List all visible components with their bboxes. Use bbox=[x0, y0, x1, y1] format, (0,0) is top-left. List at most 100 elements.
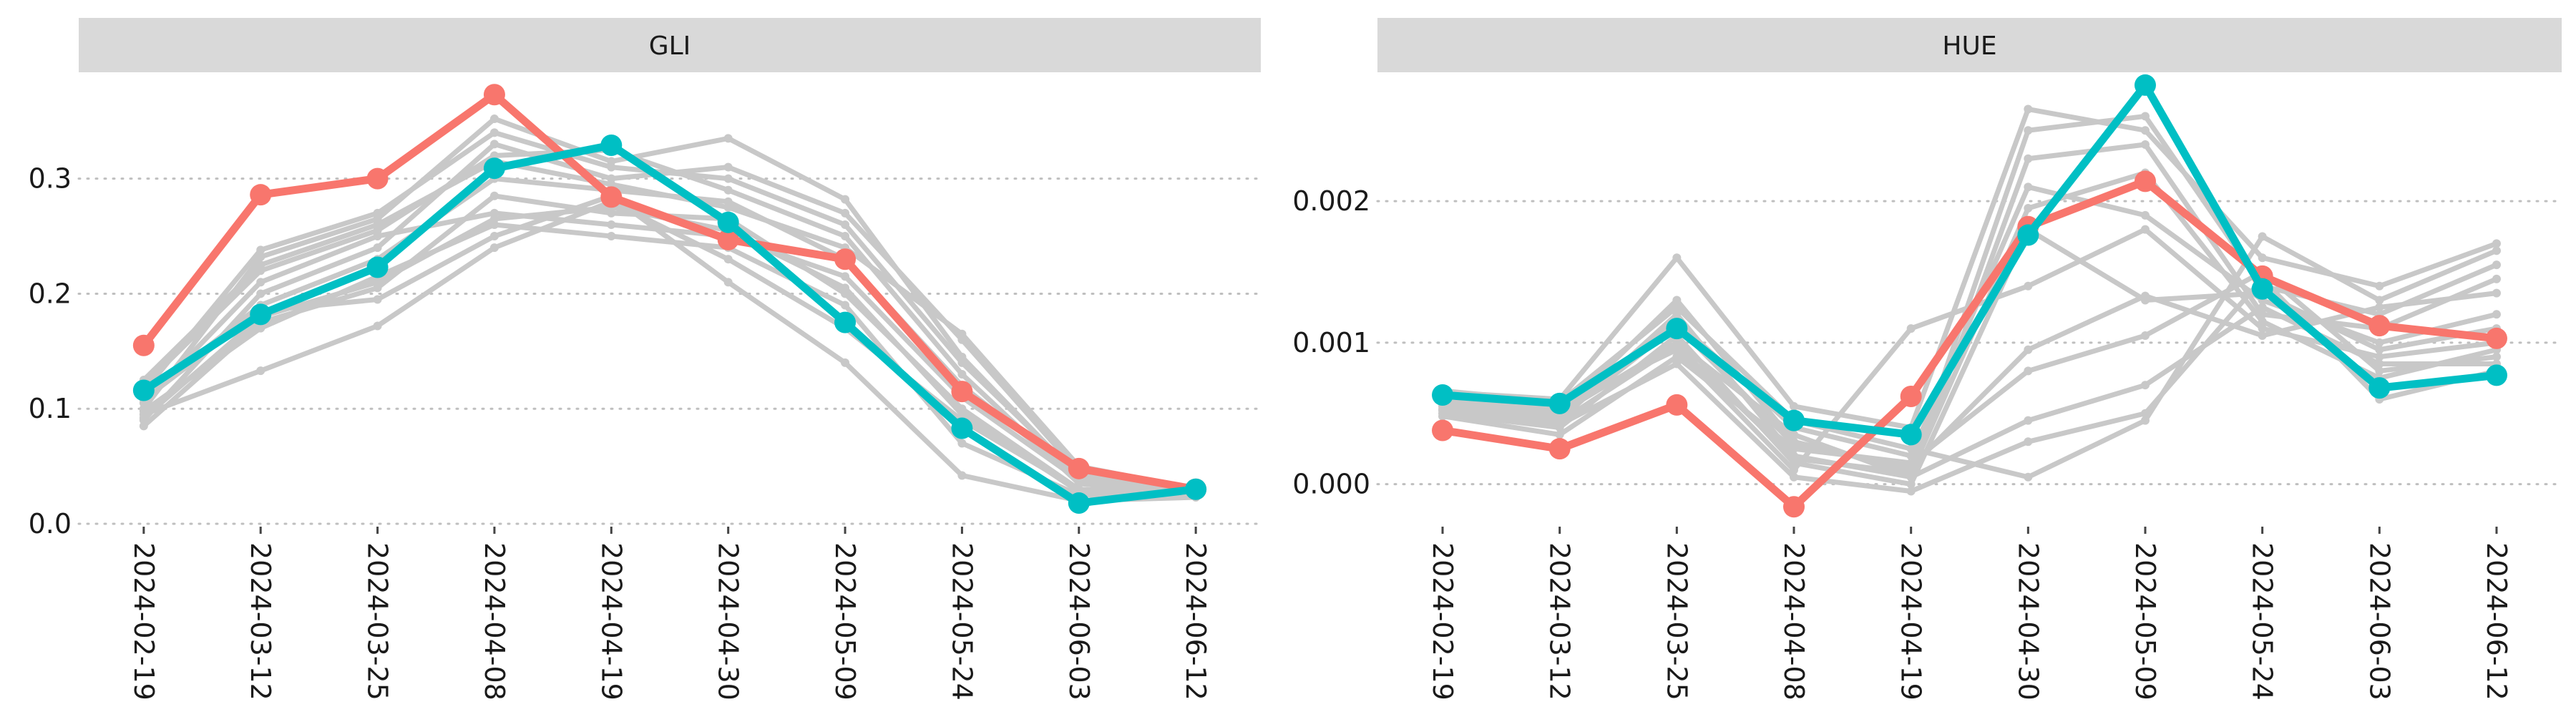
background-point bbox=[2140, 416, 2150, 425]
background-point bbox=[1790, 472, 1799, 482]
background-point bbox=[2375, 359, 2384, 369]
background-point bbox=[1906, 444, 1916, 454]
background-point bbox=[1906, 324, 1916, 333]
panel-0: GLI 0.0 0.1 0.2 0.3 2024-02-19 2024-03-12 2024-… bbox=[29, 18, 1262, 701]
background-point bbox=[2375, 352, 2384, 361]
background-point bbox=[139, 421, 148, 431]
highlight-point-1 bbox=[2368, 377, 2391, 399]
background-point bbox=[1790, 401, 1799, 411]
y-tick-label: 0.001 bbox=[1292, 327, 1370, 358]
background-point bbox=[723, 162, 733, 172]
y-tick-label: 0.000 bbox=[1292, 469, 1370, 500]
x-tick-label: 2024-03-25 bbox=[1661, 542, 1692, 701]
background-point bbox=[957, 358, 967, 367]
x-tick-label: 2024-03-12 bbox=[1544, 542, 1576, 701]
background-series-line bbox=[1442, 234, 2498, 480]
background-point bbox=[841, 272, 850, 281]
x-tick-label: 2024-04-30 bbox=[713, 542, 744, 701]
highlight-point-1 bbox=[1185, 478, 1207, 500]
highlight-point-1 bbox=[717, 211, 739, 233]
highlight-point-0 bbox=[132, 334, 155, 356]
background-point bbox=[2140, 126, 2150, 135]
background-point bbox=[607, 220, 616, 229]
highlight-point-1 bbox=[1548, 392, 1571, 414]
x-tick-label: 2024-05-24 bbox=[2247, 542, 2278, 701]
background-point bbox=[2024, 203, 2033, 213]
background-series-line bbox=[142, 193, 1196, 504]
panel-strip bbox=[1377, 18, 2562, 72]
background-point bbox=[957, 410, 967, 419]
highlight-point-0 bbox=[2485, 327, 2507, 349]
background-point bbox=[2140, 381, 2150, 390]
highlight-series-line-1 bbox=[1442, 81, 2497, 439]
panel-1: HUE 0.000 0.001 0.002 2024-02-19 2024-03-12 20… bbox=[1292, 18, 2563, 701]
background-point bbox=[2375, 345, 2384, 354]
background-point bbox=[256, 366, 265, 376]
background-point bbox=[489, 128, 499, 137]
background-point bbox=[957, 471, 967, 480]
background-point bbox=[957, 439, 967, 448]
background-point bbox=[2140, 112, 2150, 121]
highlight-point-0 bbox=[600, 186, 623, 208]
background-point bbox=[2140, 291, 2150, 301]
highlight-point-1 bbox=[1783, 409, 1805, 431]
background-point bbox=[256, 245, 265, 255]
highlight-point-1 bbox=[1666, 318, 1688, 340]
background-point bbox=[2492, 274, 2501, 283]
background-point bbox=[2375, 338, 2384, 347]
background-point bbox=[1672, 359, 1682, 369]
highlight-point-1 bbox=[132, 379, 155, 401]
highlight-point-0 bbox=[2368, 315, 2391, 337]
background-point bbox=[723, 185, 733, 195]
highlight-point-1 bbox=[600, 135, 623, 157]
background-point bbox=[2140, 140, 2150, 149]
x-tick-label: 2024-03-12 bbox=[245, 542, 276, 701]
x-tick-label: 2024-04-08 bbox=[479, 542, 510, 701]
highlight-point-1 bbox=[2251, 278, 2273, 300]
background-point bbox=[2258, 324, 2267, 333]
panel-title: GLI bbox=[649, 31, 691, 61]
background-point bbox=[1790, 440, 1799, 449]
highlight-series-line-1 bbox=[141, 141, 1196, 507]
background-point bbox=[1790, 430, 1799, 439]
highlight-point-1 bbox=[250, 303, 272, 326]
background-point bbox=[2492, 239, 2501, 248]
highlight-point-1 bbox=[1068, 492, 1090, 514]
background-point bbox=[841, 232, 850, 241]
highlight-point-0 bbox=[717, 228, 739, 250]
background-point bbox=[723, 278, 733, 287]
background-point bbox=[2258, 331, 2267, 340]
background-point bbox=[2024, 345, 2033, 354]
background-point bbox=[373, 232, 382, 241]
background-point bbox=[2024, 154, 2033, 163]
x-tick-label: 2024-04-08 bbox=[1778, 542, 1810, 701]
background-point bbox=[2258, 317, 2267, 326]
background-point bbox=[2024, 182, 2033, 192]
highlight-point-0 bbox=[1666, 394, 1688, 416]
y-tick-label: 0.1 bbox=[29, 393, 72, 424]
x-tick-label: 2024-06-12 bbox=[1180, 542, 1211, 701]
highlight-point-0 bbox=[2134, 170, 2156, 192]
highlight-series-line-0 bbox=[1442, 177, 2497, 511]
background-point bbox=[2492, 288, 2501, 298]
highlight-point-1 bbox=[2134, 74, 2156, 96]
background-point bbox=[2258, 253, 2267, 263]
x-tick-label: 2024-06-03 bbox=[1063, 542, 1095, 701]
highlight-series-line-0 bbox=[140, 90, 1197, 494]
background-point bbox=[256, 289, 265, 298]
background-point bbox=[1672, 303, 1682, 312]
highlight-point-1 bbox=[951, 417, 973, 439]
background-point bbox=[2375, 281, 2384, 291]
y-tick-label: 0.3 bbox=[29, 163, 72, 195]
highlight-point-1 bbox=[2485, 364, 2507, 386]
highlight-point-1 bbox=[2017, 224, 2039, 246]
background-point bbox=[256, 260, 265, 270]
highlight-point-0 bbox=[1432, 419, 1454, 441]
background-point bbox=[2492, 246, 2501, 255]
highlight-point-1 bbox=[1900, 424, 1922, 446]
background-series-line bbox=[1442, 291, 2497, 470]
highlight-point-0 bbox=[1548, 438, 1571, 460]
background-point bbox=[1672, 253, 1682, 263]
x-tick-label: 2024-05-09 bbox=[829, 542, 861, 701]
